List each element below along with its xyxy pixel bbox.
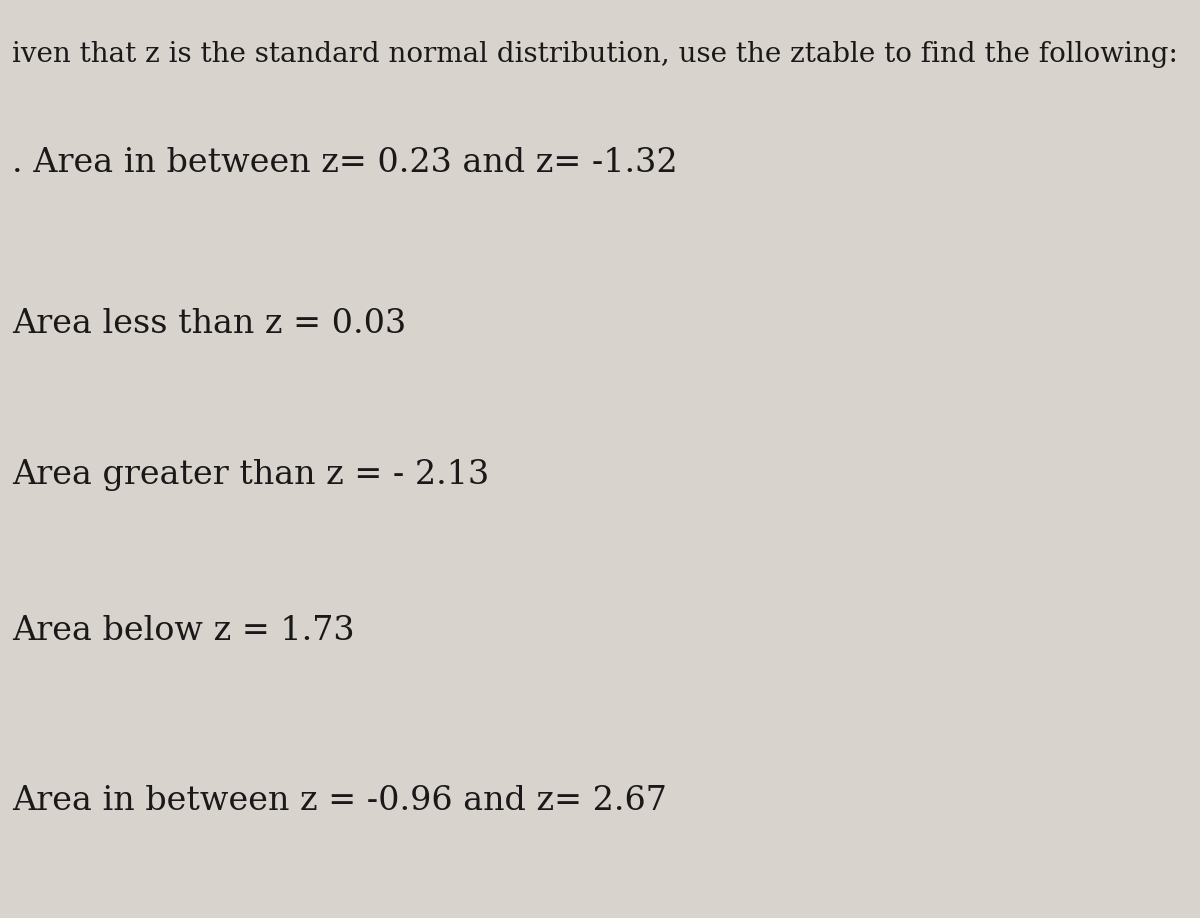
Text: Area in between z = -0.96 and z= 2.67: Area in between z = -0.96 and z= 2.67: [12, 785, 667, 817]
Text: . Area in between z= 0.23 and z= -1.32: . Area in between z= 0.23 and z= -1.32: [12, 147, 678, 179]
Text: iven that z is the standard normal distribution, use the ztable to find the foll: iven that z is the standard normal distr…: [12, 41, 1178, 68]
Text: Area less than z = 0.03: Area less than z = 0.03: [12, 308, 407, 340]
Text: Area greater than z = - 2.13: Area greater than z = - 2.13: [12, 459, 490, 491]
Text: Area below z = 1.73: Area below z = 1.73: [12, 615, 355, 647]
